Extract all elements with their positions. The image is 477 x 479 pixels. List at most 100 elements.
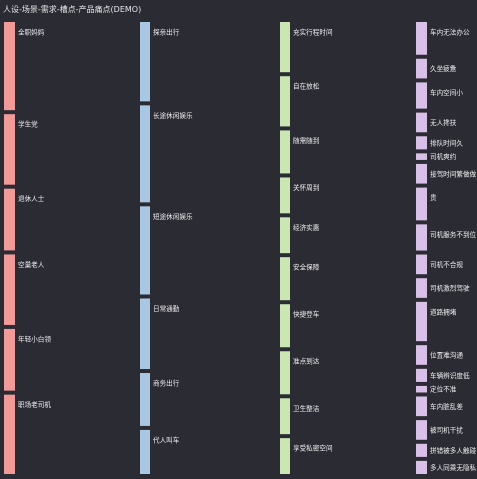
sankey-link — [150, 176, 280, 239]
sankey-link — [290, 112, 416, 126]
sankey-node-label: 随需随到 — [293, 136, 319, 145]
sankey-node-q15[interactable] — [416, 385, 427, 393]
links-layer — [15, 22, 416, 474]
sankey-node-p3[interactable] — [4, 188, 15, 251]
sankey-node-label: 定位不准 — [430, 385, 457, 394]
sankey-node-label: 退休人士 — [18, 194, 45, 203]
sankey-node-label: 司机服务不到位 — [430, 230, 477, 239]
sankey-link — [150, 398, 280, 434]
sankey-link — [290, 145, 416, 160]
sankey-node-label: 车内空间小 — [430, 88, 463, 97]
sankey-node-n4[interactable] — [280, 177, 290, 214]
sankey-node-label: 短途休闲娱乐 — [153, 212, 193, 221]
sankey-node-label: 准点到达 — [293, 357, 320, 366]
sankey-node-q19[interactable] — [416, 460, 427, 474]
sankey-node-label: 日常通勤 — [153, 304, 180, 313]
sankey-link — [290, 460, 416, 474]
sankey-node-q12[interactable] — [416, 301, 427, 342]
sankey-node-n9[interactable] — [280, 398, 290, 435]
sankey-node-p4[interactable] — [4, 254, 15, 325]
sankey-node-n3[interactable] — [280, 130, 290, 174]
sankey-link — [290, 22, 416, 58]
sankey-link — [150, 75, 280, 474]
sankey-node-label: 安全保障 — [293, 263, 320, 272]
sankey-node-label: 多人同乘无隐私 — [430, 463, 477, 472]
sankey-node-label: 职场老司机 — [18, 400, 51, 409]
sankey-node-q7[interactable] — [416, 163, 427, 184]
sankey-node-label: 车内无法办公 — [430, 28, 470, 37]
sankey-link — [15, 307, 140, 474]
sankey-node-q13[interactable] — [416, 345, 427, 365]
sankey-node-q10[interactable] — [416, 254, 427, 275]
sankey-link — [150, 48, 280, 199]
sankey-node-q11[interactable] — [416, 278, 427, 298]
sankey-node-q8[interactable] — [416, 187, 427, 221]
sankey-node-label: 贵 — [430, 193, 437, 202]
sankey-link — [15, 167, 140, 347]
sankey-node-label: 学生党 — [18, 120, 38, 129]
sankey-node-label: 车内脏乱差 — [430, 402, 463, 411]
sankey-node-q4[interactable] — [416, 112, 427, 133]
sankey-link — [150, 159, 280, 316]
sankey-link — [15, 185, 140, 413]
sankey-node-label: 司机爽约 — [430, 152, 457, 161]
sankey-node-label: 代人叫车 — [153, 435, 180, 444]
sankey-node-n1[interactable] — [280, 22, 290, 73]
sankey-node-p6[interactable] — [4, 394, 15, 474]
sankey-node-q1[interactable] — [416, 22, 427, 55]
sankey-node-q5[interactable] — [416, 136, 427, 150]
sankey-link — [290, 185, 416, 251]
sankey-node-q9[interactable] — [416, 224, 427, 251]
sankey-node-n6[interactable] — [280, 257, 290, 301]
sankey-node-label: 司机激烈驾驶 — [430, 284, 470, 293]
sankey-node-label: 排队时间久 — [430, 138, 463, 147]
sankey-node-label: 商务出行 — [153, 379, 180, 388]
sankey-node-q17[interactable] — [416, 420, 427, 440]
sankey-node-q16[interactable] — [416, 396, 427, 417]
sankey-link — [150, 130, 280, 268]
sankey-node-p1[interactable] — [4, 22, 15, 111]
sankey-node-p2[interactable] — [4, 114, 15, 185]
sankey-node-label: 久坐疲惫 — [430, 64, 457, 73]
sankey-node-label: 充实行程时间 — [293, 28, 333, 37]
sankey-node-s5[interactable] — [140, 373, 150, 426]
sankey-node-n10[interactable] — [280, 438, 290, 474]
chart-title: 人设-场景-需求-槽点-产品痛点(DEMO) — [3, 5, 142, 14]
sankey-link — [15, 48, 140, 215]
sankey-node-label: 卫生整洁 — [293, 404, 320, 413]
sankey-node-label: 司机不合规 — [430, 260, 463, 269]
sankey-link — [150, 239, 280, 391]
sankey-link — [290, 96, 416, 113]
sankey-node-s2[interactable] — [140, 105, 150, 203]
sankey-node-label: 长途休闲娱乐 — [153, 111, 193, 120]
sankey-node-label: 无人搀扶 — [430, 118, 457, 127]
sankey-link — [15, 268, 140, 307]
sankey-node-n8[interactable] — [280, 351, 290, 395]
sankey-node-q18[interactable] — [416, 443, 427, 457]
sankey-node-label: 车辆辨识度低 — [430, 371, 470, 380]
sankey-link — [150, 76, 280, 176]
sankey-link — [290, 433, 416, 445]
sankey-link — [290, 278, 416, 300]
sankey-node-s4[interactable] — [140, 298, 150, 370]
sankey-node-s3[interactable] — [140, 206, 150, 295]
sankey-node-q3[interactable] — [416, 82, 427, 109]
sankey-node-n2[interactable] — [280, 76, 290, 127]
sankey-node-label: 享受私密空间 — [293, 444, 333, 453]
sankey-node-n5[interactable] — [280, 217, 290, 254]
sankey-link — [15, 373, 140, 391]
sankey-node-q2[interactable] — [416, 58, 427, 79]
sankey-node-n7[interactable] — [280, 304, 290, 348]
sankey-node-label: 关怀周到 — [293, 183, 319, 192]
sankey-node-q14[interactable] — [416, 368, 427, 382]
sankey-node-s6[interactable] — [140, 429, 150, 474]
sankey-link — [290, 188, 416, 254]
sankey-node-label: 自在放松 — [293, 82, 320, 91]
sankey-node-p5[interactable] — [4, 328, 15, 391]
sankey-node-label: 快捷登车 — [293, 310, 320, 319]
sankey-node-s1[interactable] — [140, 22, 150, 102]
sankey-node-q6[interactable] — [416, 153, 427, 160]
sankey-node-label: 位置难沟通 — [430, 351, 463, 360]
